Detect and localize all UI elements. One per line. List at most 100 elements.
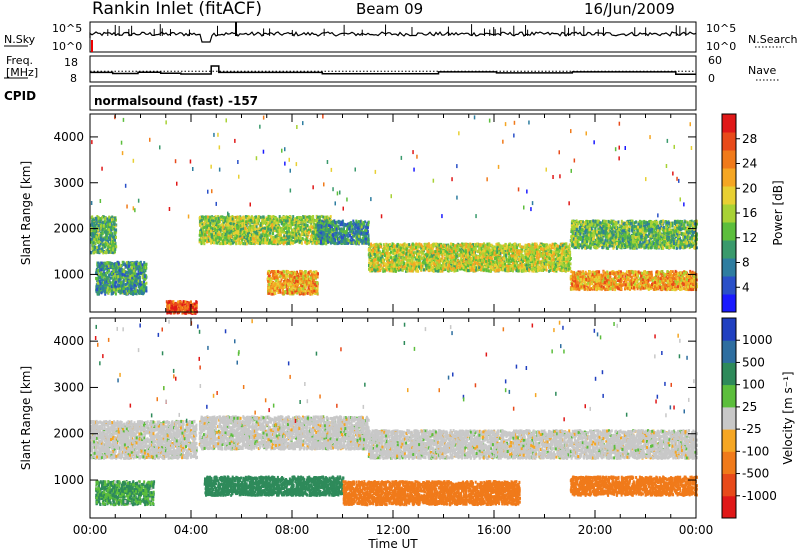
echo-cell bbox=[243, 236, 245, 239]
echo-cell bbox=[93, 241, 95, 244]
echo-cell bbox=[299, 277, 301, 280]
echo-cell bbox=[249, 222, 251, 225]
echo-cell bbox=[274, 273, 276, 276]
echo-cell bbox=[344, 240, 346, 243]
echo-cell bbox=[107, 277, 109, 280]
echo-cell bbox=[267, 280, 269, 283]
echo-cell bbox=[270, 279, 272, 282]
echo-cell bbox=[123, 263, 125, 266]
echo-cell bbox=[111, 234, 113, 237]
noise-sky-line bbox=[90, 32, 696, 42]
echo-cell bbox=[192, 306, 194, 309]
cpid-mode: normalsound (fast) -157 bbox=[94, 94, 258, 108]
echo-cell bbox=[279, 232, 281, 235]
echo-cell bbox=[336, 228, 338, 231]
noise-right-label: N.Search bbox=[748, 33, 798, 46]
echo-cell bbox=[228, 237, 230, 240]
echo-cell bbox=[205, 236, 207, 239]
echo-cell bbox=[91, 220, 93, 223]
echo-cell bbox=[122, 273, 124, 276]
echo-cell bbox=[272, 293, 274, 296]
echo-cell bbox=[114, 248, 116, 251]
echo-cell bbox=[330, 222, 332, 225]
echo-cell bbox=[260, 224, 262, 227]
echo-cell bbox=[239, 237, 241, 240]
echo-cell bbox=[193, 303, 195, 306]
echo-cell bbox=[115, 268, 117, 271]
echo-cell bbox=[175, 302, 177, 305]
echo-cell bbox=[289, 275, 291, 278]
echo-cell bbox=[93, 222, 95, 225]
echo-cell bbox=[359, 223, 361, 226]
echo-cell bbox=[283, 234, 285, 237]
echo-cell bbox=[237, 238, 239, 241]
echo-cell bbox=[113, 288, 115, 291]
echo-cell bbox=[115, 293, 117, 296]
echo-cell bbox=[262, 229, 264, 232]
echo-cell bbox=[297, 224, 299, 227]
echo-cell bbox=[144, 269, 146, 272]
echo-cell bbox=[118, 290, 120, 293]
echo-cell bbox=[281, 237, 283, 240]
echo-cell bbox=[189, 308, 191, 311]
echo-cell bbox=[95, 235, 97, 238]
echo-cell bbox=[203, 223, 205, 226]
echo-cell bbox=[341, 240, 343, 243]
echo-cell bbox=[308, 286, 310, 289]
echo-cell bbox=[228, 240, 230, 243]
echo-cell bbox=[218, 231, 220, 234]
echo-cell bbox=[366, 226, 368, 229]
echo-cell bbox=[117, 266, 119, 269]
echo-cell bbox=[230, 230, 232, 233]
echo-cell bbox=[99, 282, 101, 285]
echo-cell bbox=[338, 238, 340, 241]
echo-cell bbox=[304, 274, 306, 277]
echo-cell bbox=[100, 273, 102, 276]
freq-tick-top: 18 bbox=[64, 56, 78, 69]
echo-cell bbox=[314, 283, 316, 286]
echo-cell bbox=[108, 250, 110, 253]
freq-panel-frame bbox=[90, 56, 696, 82]
echo-cell bbox=[97, 269, 99, 272]
echo-cell bbox=[305, 232, 307, 235]
echo-cell bbox=[295, 236, 297, 239]
echo-cell bbox=[306, 280, 308, 283]
echo-cell bbox=[289, 292, 291, 295]
echo-cell bbox=[106, 271, 108, 274]
echo-cell bbox=[308, 271, 310, 274]
echo-cell bbox=[336, 224, 338, 227]
echo-cell bbox=[114, 285, 116, 288]
echo-cell bbox=[97, 265, 99, 268]
echo-cell bbox=[125, 283, 127, 286]
echo-cell bbox=[287, 219, 289, 222]
echo-cell bbox=[296, 277, 298, 280]
echo-cell bbox=[96, 218, 98, 221]
echo-cell bbox=[313, 279, 315, 282]
echo-cell bbox=[234, 237, 236, 240]
echo-cell bbox=[143, 261, 145, 264]
echo-cell bbox=[358, 241, 360, 244]
echo-cell bbox=[306, 289, 308, 292]
echo-cell bbox=[223, 226, 225, 229]
echo-cell bbox=[271, 284, 273, 287]
echo-cell bbox=[211, 217, 213, 220]
echo-cell bbox=[237, 242, 239, 245]
echo-cell bbox=[248, 237, 250, 240]
echo-cell bbox=[240, 228, 242, 231]
echo-cell bbox=[315, 275, 317, 278]
echo-cell bbox=[199, 224, 201, 227]
echo-cell bbox=[185, 300, 187, 303]
echo-cell bbox=[94, 232, 96, 235]
echo-cell bbox=[102, 232, 104, 235]
echo-cell bbox=[316, 233, 318, 236]
echo-cell bbox=[170, 301, 172, 304]
echo-cell bbox=[267, 277, 269, 280]
echo-cell bbox=[243, 231, 245, 234]
echo-cell bbox=[359, 239, 361, 242]
echo-cell bbox=[291, 229, 293, 232]
echo-cell bbox=[108, 245, 110, 248]
echo-cell bbox=[318, 221, 320, 224]
echo-cell bbox=[130, 285, 132, 288]
echo-cell bbox=[301, 232, 303, 235]
echo-cell bbox=[354, 228, 356, 231]
